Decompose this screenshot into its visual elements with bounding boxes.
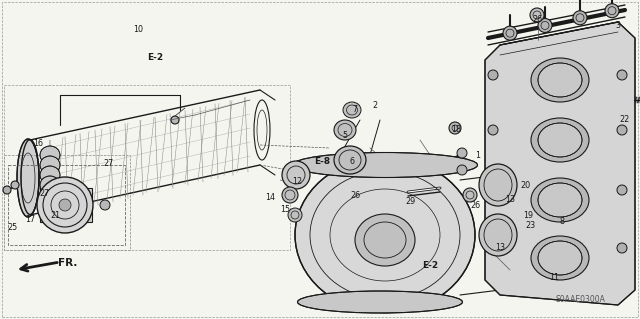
Text: 14: 14 [265,194,275,203]
Ellipse shape [479,164,517,206]
Circle shape [605,4,619,18]
Ellipse shape [40,156,60,174]
Circle shape [288,208,302,222]
Ellipse shape [531,178,589,222]
Ellipse shape [298,291,463,313]
Circle shape [617,70,627,80]
Ellipse shape [531,58,589,102]
Text: 8: 8 [559,218,564,226]
Circle shape [282,187,298,203]
Ellipse shape [40,186,60,204]
Circle shape [530,8,544,22]
Circle shape [37,177,93,233]
Ellipse shape [295,158,475,313]
Text: 25: 25 [8,222,18,232]
Text: 13: 13 [495,242,505,251]
Text: 20: 20 [520,181,530,189]
Circle shape [3,186,11,194]
Text: 29: 29 [405,197,415,206]
Text: E-2: E-2 [422,261,438,270]
Circle shape [59,199,71,211]
Text: 26: 26 [350,190,360,199]
Ellipse shape [538,63,582,97]
Text: 11: 11 [549,273,559,283]
Text: 22: 22 [620,115,630,124]
Circle shape [488,243,498,253]
Circle shape [11,181,19,189]
Text: S0AAE0300A: S0AAE0300A [555,295,605,305]
Ellipse shape [40,176,60,194]
Text: 26: 26 [470,201,480,210]
Text: 27: 27 [104,159,114,167]
Circle shape [463,188,477,202]
Text: 6: 6 [349,158,355,167]
Polygon shape [485,22,635,305]
Circle shape [282,161,310,189]
Circle shape [449,122,461,134]
Ellipse shape [355,214,415,266]
Ellipse shape [40,146,60,164]
Text: 21: 21 [50,211,60,219]
Circle shape [573,11,587,25]
Circle shape [171,116,179,124]
Ellipse shape [538,123,582,157]
Text: 2: 2 [372,100,378,109]
Circle shape [488,70,498,80]
Circle shape [617,243,627,253]
Circle shape [488,125,498,135]
Ellipse shape [292,152,477,177]
Ellipse shape [531,118,589,162]
Circle shape [488,185,498,195]
Ellipse shape [334,146,366,174]
Text: 12: 12 [292,177,302,187]
Text: 26: 26 [532,16,542,25]
Text: 1: 1 [476,151,481,160]
Ellipse shape [40,166,60,184]
Ellipse shape [538,241,582,275]
Text: 18: 18 [451,125,461,135]
Text: FR.: FR. [58,258,77,268]
Text: 19: 19 [523,211,533,219]
Ellipse shape [17,139,39,217]
Text: 5: 5 [342,130,348,139]
Ellipse shape [334,120,356,140]
Text: 23: 23 [525,220,535,229]
Ellipse shape [531,236,589,280]
Ellipse shape [479,214,517,256]
Circle shape [617,185,627,195]
Text: E-2: E-2 [147,54,163,63]
Text: 27: 27 [39,189,49,197]
Text: 17: 17 [25,216,35,225]
Circle shape [617,125,627,135]
Text: 13: 13 [505,196,515,204]
Circle shape [100,200,110,210]
Text: E-8: E-8 [314,158,330,167]
Text: 15: 15 [280,205,290,214]
Circle shape [457,165,467,175]
Ellipse shape [538,183,582,217]
Circle shape [503,26,517,40]
Ellipse shape [343,102,361,118]
Text: 10: 10 [133,26,143,34]
Circle shape [457,148,467,158]
Circle shape [538,19,552,33]
Text: 16: 16 [33,138,43,147]
Text: 3: 3 [616,20,621,29]
Text: 7: 7 [353,106,358,115]
Polygon shape [40,188,92,222]
